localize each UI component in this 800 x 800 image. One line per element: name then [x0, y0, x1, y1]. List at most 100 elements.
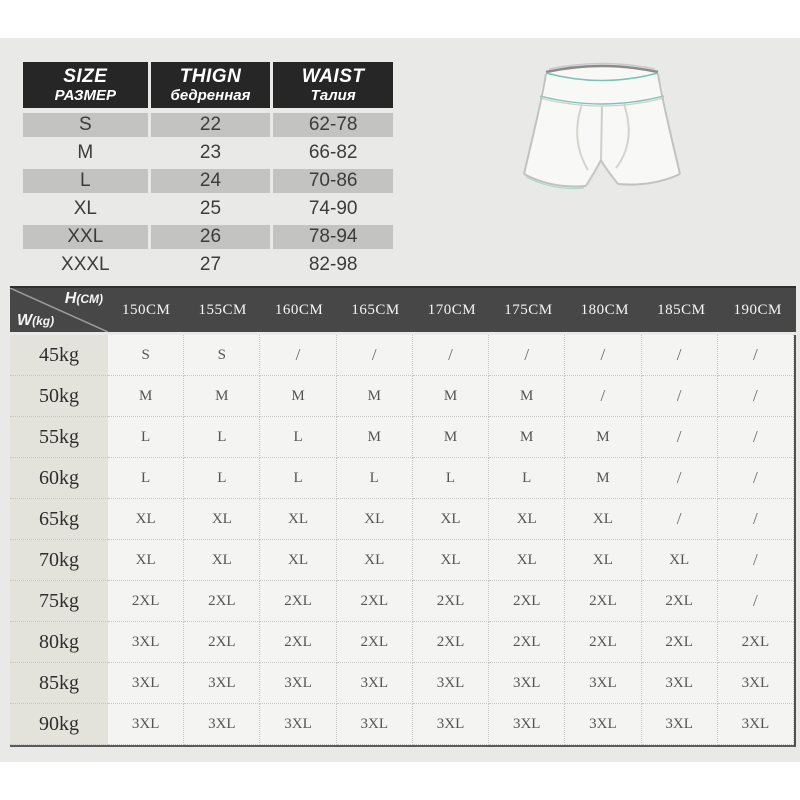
- size-unavailable-cell: /: [641, 458, 718, 499]
- size-value-cell: 2XL: [336, 622, 413, 663]
- thign-value-cell: 25: [199, 198, 222, 219]
- size-value-cell: XL: [641, 540, 718, 581]
- size-unavailable-cell: /: [641, 376, 718, 417]
- weight-label-cell: 90kg: [10, 704, 108, 745]
- waist-value-cell: 82-98: [308, 254, 358, 275]
- weight-label-cell: 60kg: [10, 458, 108, 499]
- size-value-cell: 3XL: [412, 704, 490, 745]
- size-value-cell: 2XL: [489, 581, 566, 622]
- corner-weight-label: W(kg): [17, 312, 55, 329]
- size-unavailable-cell: /: [260, 335, 337, 376]
- height-column-header: 170CM: [427, 301, 477, 318]
- size-value-cell: 3XL: [565, 704, 642, 745]
- size-value-cell: M: [184, 376, 261, 417]
- size-unavailable-cell: /: [336, 335, 413, 376]
- size-value-cell: 3XL: [717, 704, 794, 745]
- thign-value-cell: 27: [199, 254, 222, 275]
- matrix-row: 70kg XL XL XL XL XL XL XL XL /: [10, 540, 794, 581]
- size-unavailable-cell: /: [565, 335, 642, 376]
- size-value-cell: XL: [489, 499, 566, 540]
- size-value-cell: 2XL: [184, 581, 261, 622]
- size-value-cell: XL: [412, 540, 490, 581]
- size-header-ru: РАЗМЕР: [54, 87, 117, 104]
- size-spec-row: XL 25 74-90: [23, 197, 393, 221]
- size-spec-row: XXXL 27 82-98: [23, 253, 393, 277]
- weight-label-cell: 55kg: [10, 417, 108, 458]
- size-value-cell: 3XL: [489, 663, 566, 704]
- size-spec-header-row: SIZE РАЗМЕР THIGN бедренная WAIST Талия: [23, 62, 393, 108]
- size-value-cell: M: [336, 417, 413, 458]
- boxer-briefs-illustration: [523, 62, 681, 190]
- size-value-cell: 3XL: [336, 704, 413, 745]
- size-unavailable-cell: /: [641, 335, 718, 376]
- size-value-cell: M: [336, 376, 413, 417]
- size-value-cell: M: [489, 417, 566, 458]
- weight-label-cell: 75kg: [10, 581, 108, 622]
- size-value-cell: 3XL: [565, 663, 642, 704]
- size-value-cell: XL: [184, 499, 261, 540]
- matrix-row: 90kg 3XL 3XL 3XL 3XL 3XL 3XL 3XL 3XL 3XL: [10, 704, 794, 745]
- size-value-cell: L: [108, 458, 185, 499]
- height-column-header: 155CM: [198, 301, 247, 318]
- size-value-cell: 2XL: [184, 622, 261, 663]
- size-unavailable-cell: /: [717, 458, 794, 499]
- matrix-row: 45kg S S / / / / / / /: [10, 335, 794, 376]
- thign-column-header: THIGN бедренная: [150, 62, 271, 108]
- waist-value-cell: 62-78: [273, 113, 393, 137]
- height-column-header: 180CM: [580, 301, 630, 318]
- size-value-cell: 2XL: [717, 622, 794, 663]
- waist-value-cell: 66-82: [308, 142, 358, 163]
- size-unavailable-cell: /: [717, 376, 794, 417]
- size-value-cell: 2XL: [412, 622, 490, 663]
- size-unavailable-cell: /: [641, 499, 718, 540]
- size-value-cell: M: [565, 458, 642, 499]
- diagonal-divider: [10, 288, 108, 332]
- size-value-cell: 3XL: [260, 704, 337, 745]
- size-unavailable-cell: /: [717, 581, 794, 622]
- size-unavailable-cell: /: [717, 335, 794, 376]
- size-unavailable-cell: /: [489, 335, 566, 376]
- thign-value-cell: 22: [150, 113, 271, 137]
- size-value-cell: 3XL: [108, 704, 185, 745]
- size-value-cell: M: [77, 142, 94, 163]
- size-value-cell: L: [260, 458, 337, 499]
- size-value-cell: XL: [489, 540, 566, 581]
- size-value-cell: XL: [260, 499, 337, 540]
- size-spec-row: XXL 26 78-94: [23, 225, 393, 249]
- size-value-cell: 3XL: [412, 663, 490, 704]
- size-value-cell: 3XL: [336, 663, 413, 704]
- size-value-cell: L: [23, 169, 148, 193]
- matrix-row: 60kg L L L L L L M / /: [10, 458, 794, 499]
- weight-label-cell: 50kg: [10, 376, 108, 417]
- size-value-cell: 2XL: [641, 622, 718, 663]
- thign-header-ru: бедренная: [170, 87, 251, 104]
- size-value-cell: 3XL: [489, 704, 566, 745]
- waist-header-ru: Талия: [310, 87, 356, 104]
- size-spec-body: S 22 62-78 M 23 66-82 L 24 70-86 XL 25 74-90 XXL 26 78…: [23, 113, 393, 277]
- size-value-cell: XXXL: [61, 254, 110, 275]
- height-weight-size-matrix: H(CM) W(kg) 150CM 155CM 160CM 165CM 170CM 175…: [10, 286, 796, 747]
- size-value-cell: 2XL: [260, 622, 337, 663]
- corner-height-label: H(CM): [64, 290, 103, 307]
- waist-column-header: WAIST Талия: [273, 62, 393, 108]
- height-column-header: 175CM: [504, 301, 553, 318]
- size-value-cell: 3XL: [717, 663, 794, 704]
- size-value-cell: L: [184, 458, 261, 499]
- height-column-header: 185CM: [657, 301, 706, 318]
- size-value-cell: L: [412, 458, 490, 499]
- matrix-row: 85kg 3XL 3XL 3XL 3XL 3XL 3XL 3XL 3XL 3XL: [10, 663, 794, 704]
- size-value-cell: L: [108, 417, 185, 458]
- size-value-cell: 2XL: [412, 581, 490, 622]
- weight-label-cell: 85kg: [10, 663, 108, 704]
- waist-header-en: WAIST: [301, 66, 365, 87]
- size-value-cell: XL: [108, 540, 185, 581]
- weight-label-cell: 45kg: [10, 335, 108, 376]
- size-value-cell: XL: [336, 499, 413, 540]
- size-value-cell: 3XL: [108, 663, 185, 704]
- size-value-cell: XL: [108, 499, 185, 540]
- matrix-row: 50kg M M M M M M / / /: [10, 376, 794, 417]
- size-value-cell: 2XL: [565, 622, 642, 663]
- size-spec-row: L 24 70-86: [23, 169, 393, 193]
- size-value-cell: 3XL: [641, 704, 718, 745]
- thign-header-en: THIGN: [179, 66, 242, 87]
